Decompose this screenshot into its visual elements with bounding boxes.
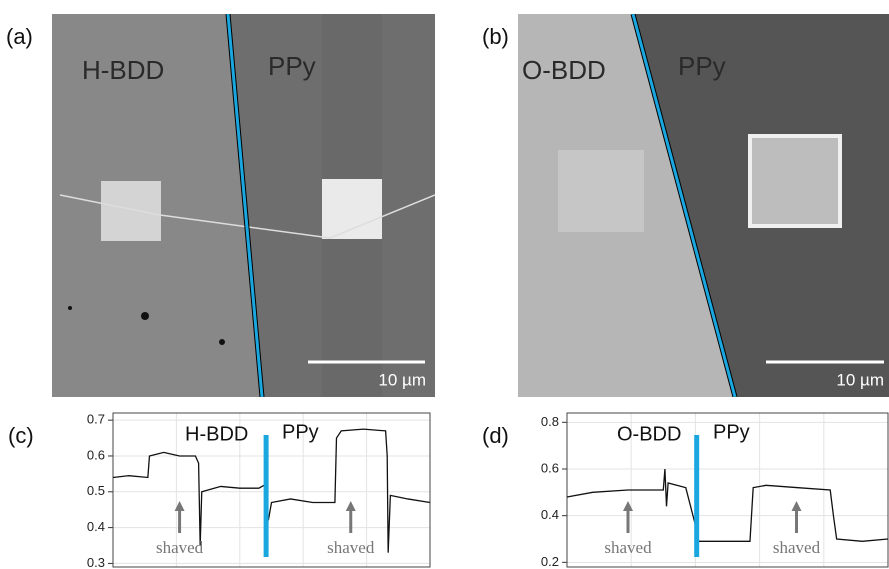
region-label: H-BDD bbox=[82, 55, 164, 85]
y-tick-label: 0.5 bbox=[87, 483, 105, 498]
region-label: PPy bbox=[282, 421, 319, 443]
panel-label: (c) bbox=[8, 423, 34, 448]
scale-bar-label: 10 µm bbox=[378, 370, 426, 389]
y-tick-label: 0.4 bbox=[87, 519, 105, 534]
region-label: H-BDD bbox=[185, 423, 248, 445]
panel-label: (d) bbox=[482, 423, 509, 448]
annotation: shaved bbox=[773, 538, 821, 557]
y-tick-label: 0.6 bbox=[87, 447, 105, 462]
scale-bar-label: 10 µm bbox=[836, 370, 884, 389]
sem-image-b bbox=[518, 14, 889, 397]
profile-line bbox=[112, 428, 431, 553]
arrow-head bbox=[174, 501, 185, 511]
region-label: O-BDD bbox=[617, 423, 681, 445]
y-tick-label: 0.6 bbox=[541, 460, 559, 475]
arrow-head bbox=[345, 501, 356, 511]
sem-image-a bbox=[52, 14, 435, 397]
y-tick-label: 0.2 bbox=[541, 554, 559, 569]
region-label: PPy bbox=[713, 421, 750, 443]
region-label: PPy bbox=[678, 51, 726, 81]
y-tick-label: 0.8 bbox=[541, 414, 559, 429]
annotation: shaved bbox=[604, 538, 652, 557]
plot-frame bbox=[566, 412, 889, 568]
y-tick-label: 0.4 bbox=[541, 507, 559, 522]
region-label: O-BDD bbox=[522, 55, 606, 85]
y-tick-label: 0.7 bbox=[87, 412, 105, 427]
annotation: shaved bbox=[327, 538, 375, 557]
arrow-head bbox=[791, 501, 802, 511]
y-tick-label: 0.3 bbox=[87, 555, 105, 569]
plot-frame bbox=[112, 412, 431, 568]
annotation: shaved bbox=[156, 538, 204, 557]
panel-label: (a) bbox=[6, 24, 33, 49]
panel-label: (b) bbox=[482, 24, 509, 49]
profile-line bbox=[566, 468, 889, 542]
region-label: PPy bbox=[268, 51, 316, 81]
arrow-head bbox=[622, 501, 633, 511]
